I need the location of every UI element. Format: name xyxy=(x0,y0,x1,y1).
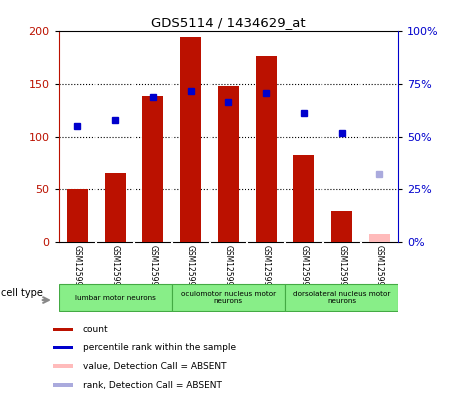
Bar xyxy=(218,86,239,242)
Bar xyxy=(53,327,72,331)
Bar xyxy=(58,285,172,311)
Text: percentile rank within the sample: percentile rank within the sample xyxy=(83,343,236,352)
Text: GSM1259970: GSM1259970 xyxy=(337,245,346,296)
Text: GSM1259971: GSM1259971 xyxy=(375,245,384,296)
Text: GSM1259964: GSM1259964 xyxy=(111,245,120,296)
Bar xyxy=(369,234,390,242)
Bar xyxy=(53,364,72,368)
Text: rank, Detection Call = ABSENT: rank, Detection Call = ABSENT xyxy=(83,381,221,390)
Text: lumbar motor neurons: lumbar motor neurons xyxy=(75,295,156,301)
Bar xyxy=(53,383,72,387)
Bar xyxy=(285,285,398,311)
Text: GSM1259966: GSM1259966 xyxy=(186,245,195,296)
Bar xyxy=(67,189,88,242)
Bar xyxy=(105,173,126,242)
Bar xyxy=(331,211,352,242)
Bar xyxy=(293,156,314,242)
Text: cell type: cell type xyxy=(1,288,43,298)
Text: GSM1259963: GSM1259963 xyxy=(73,245,82,296)
Text: value, Detection Call = ABSENT: value, Detection Call = ABSENT xyxy=(83,362,226,371)
Text: oculomotor nucleus motor
neurons: oculomotor nucleus motor neurons xyxy=(181,291,276,304)
Bar xyxy=(53,345,72,349)
Text: GSM1259969: GSM1259969 xyxy=(299,245,308,296)
Bar xyxy=(180,37,201,242)
Bar xyxy=(256,56,276,242)
Text: GSM1259968: GSM1259968 xyxy=(261,245,270,296)
Bar xyxy=(172,285,285,311)
Text: count: count xyxy=(83,325,108,334)
Text: GSM1259965: GSM1259965 xyxy=(148,245,157,296)
Bar xyxy=(143,95,163,242)
Text: GSM1259967: GSM1259967 xyxy=(224,245,233,296)
Title: GDS5114 / 1434629_at: GDS5114 / 1434629_at xyxy=(151,16,306,29)
Text: dorsolateral nucleus motor
neurons: dorsolateral nucleus motor neurons xyxy=(293,291,390,304)
